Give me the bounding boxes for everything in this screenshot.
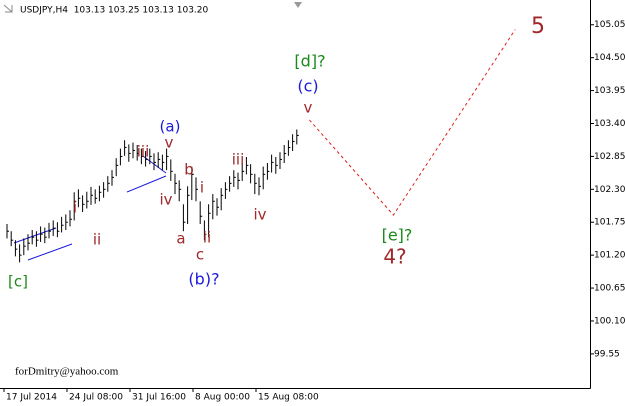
y-tick-label: 103.40 [594, 119, 625, 129]
x-tick-label: 17 Jul 2014 [6, 393, 57, 403]
wave-label: a [176, 230, 185, 248]
wave-label: v [165, 134, 174, 152]
y-tick-label: 101.20 [594, 251, 625, 261]
wave-label: i [73, 199, 77, 217]
y-tick-label: 102.85 [594, 152, 625, 162]
y-tick-label: 104.50 [594, 53, 625, 63]
wave-label: iv [159, 191, 172, 209]
y-tick-label: 100.65 [594, 284, 625, 294]
triangle-lower [126, 175, 167, 193]
chart-title: USDJPY,H4 103.13 103.25 103.13 103.20 [20, 6, 209, 16]
wave-label: (b)? [188, 270, 219, 289]
y-tick-label: 100.10 [594, 316, 625, 326]
wave-label: (c) [297, 77, 318, 96]
shift-marker [294, 2, 302, 8]
wave-label: [c] [8, 273, 28, 291]
wave-label: iii [232, 151, 245, 169]
wave-label: iv [253, 206, 266, 224]
wave-label: [d]? [294, 52, 325, 71]
projection-line [309, 29, 516, 216]
wave-label: 5 [531, 14, 545, 39]
x-tick-label: 31 Jul 16:00 [132, 393, 186, 403]
y-tick-label: 101.75 [594, 218, 625, 228]
y-tick-label: 102.30 [594, 185, 625, 195]
wave-label: iii [137, 143, 150, 161]
chart-icon [3, 4, 13, 13]
wave-label: ii [203, 229, 211, 247]
wave-label: b [184, 161, 194, 179]
x-tick-label: 15 Aug 08:00 [258, 393, 319, 403]
x-tick-label: 8 Aug 00:00 [195, 393, 250, 403]
x-tick-label: 24 Jul 08:00 [69, 393, 123, 403]
wave-label: v [304, 99, 313, 117]
wave-label: i [200, 179, 204, 197]
wave-label: c [196, 246, 204, 264]
y-tick-label: 105.05 [594, 20, 625, 30]
y-tick-label: 99.55 [594, 349, 620, 359]
wave-label: [e]? [382, 226, 413, 245]
y-tick-label: 103.95 [594, 86, 625, 96]
channel-lower [27, 243, 73, 261]
wave-label: 4? [383, 245, 406, 269]
watermark: forDmitry@yahoo.com [15, 366, 119, 378]
wave-label: (a) [160, 118, 181, 136]
wave-label: ii [93, 231, 101, 249]
